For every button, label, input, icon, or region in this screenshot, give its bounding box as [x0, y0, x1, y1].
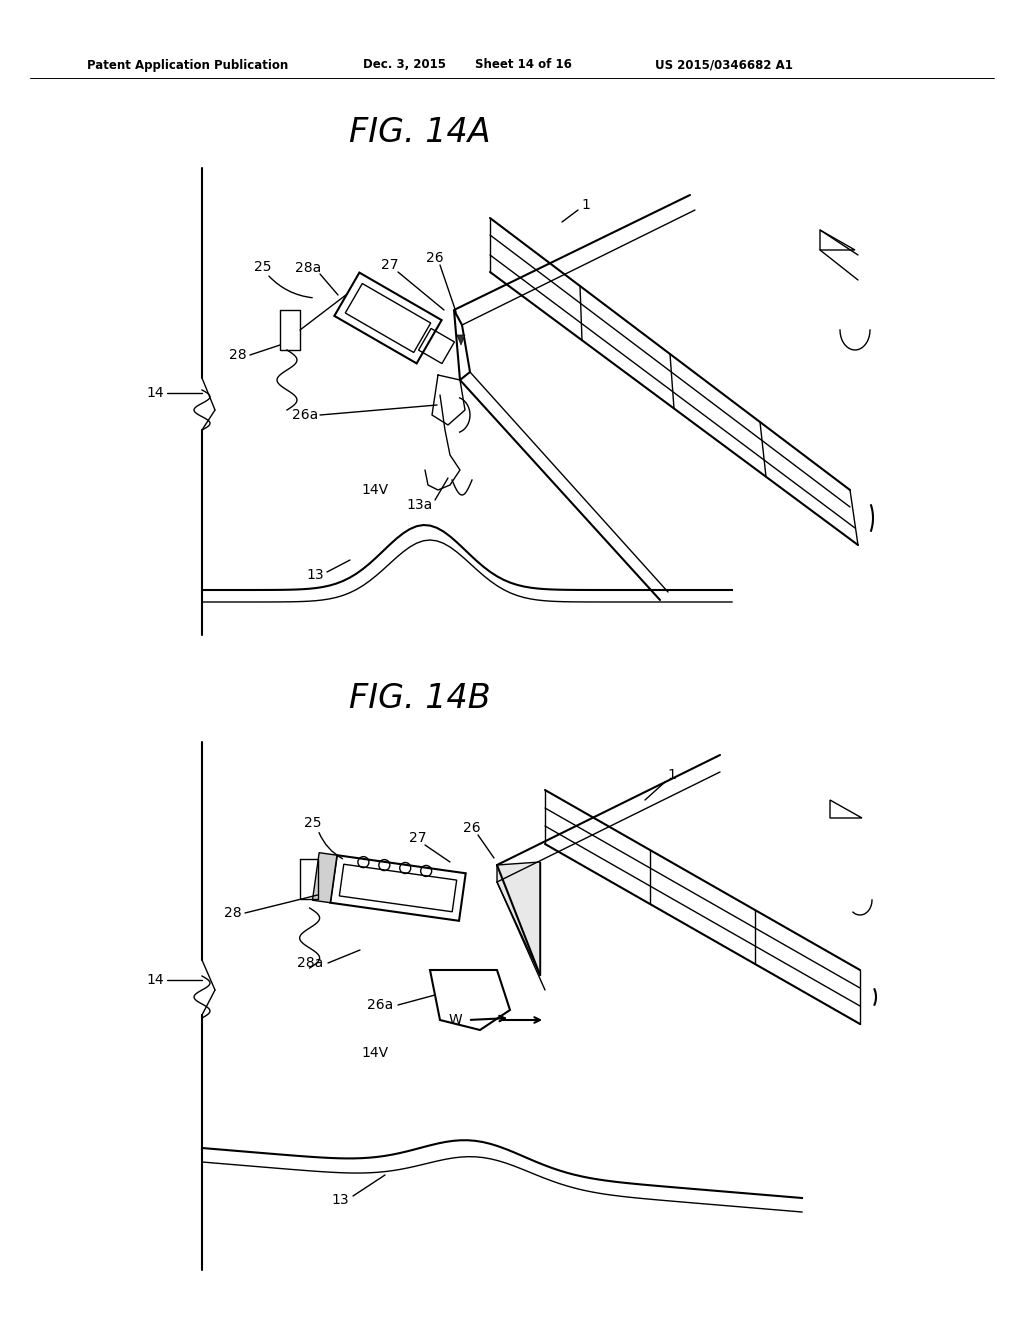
Text: 14V: 14V — [361, 1045, 388, 1060]
Text: FIG. 14B: FIG. 14B — [349, 681, 490, 714]
Text: 1: 1 — [582, 198, 591, 213]
Text: 28a: 28a — [295, 261, 322, 275]
Text: Sheet 14 of 16: Sheet 14 of 16 — [475, 58, 571, 71]
Text: 13a: 13a — [407, 498, 433, 512]
Text: 25: 25 — [304, 816, 322, 830]
Text: 25: 25 — [254, 260, 271, 275]
Text: 28: 28 — [229, 348, 247, 362]
Text: Patent Application Publication: Patent Application Publication — [87, 58, 288, 71]
Polygon shape — [497, 862, 540, 975]
Text: Dec. 3, 2015: Dec. 3, 2015 — [362, 58, 446, 71]
Text: 27: 27 — [410, 832, 427, 845]
Text: W: W — [449, 1012, 462, 1027]
Text: 27: 27 — [381, 257, 398, 272]
Text: 13: 13 — [306, 568, 324, 582]
Text: 14: 14 — [146, 973, 164, 987]
Text: 26: 26 — [426, 251, 443, 265]
Text: 14: 14 — [146, 385, 164, 400]
Text: 28: 28 — [224, 906, 242, 920]
Text: 1: 1 — [668, 768, 677, 781]
Text: US 2015/0346682 A1: US 2015/0346682 A1 — [655, 58, 793, 71]
Text: 14V: 14V — [361, 483, 388, 498]
Text: FIG. 14A: FIG. 14A — [349, 116, 490, 149]
Text: 26a: 26a — [367, 998, 393, 1012]
Polygon shape — [457, 335, 465, 345]
Text: 13: 13 — [331, 1193, 349, 1206]
Text: 26a: 26a — [292, 408, 318, 422]
Text: 28a: 28a — [297, 956, 324, 970]
Polygon shape — [312, 853, 337, 903]
Text: 26: 26 — [463, 821, 481, 836]
